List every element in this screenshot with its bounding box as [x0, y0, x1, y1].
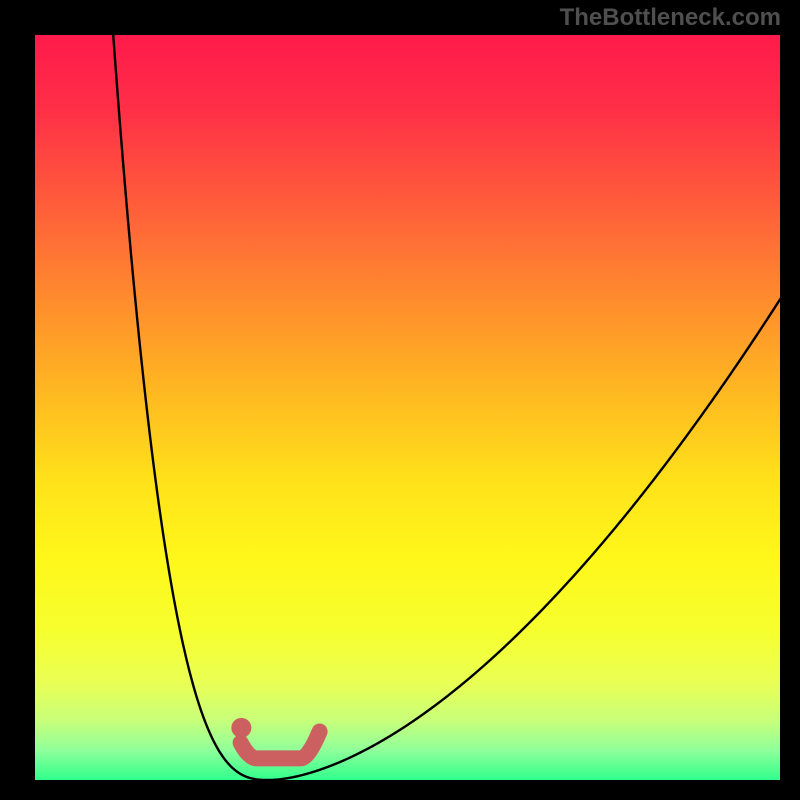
bottleneck-chart [0, 0, 800, 800]
watermark-text: TheBottleneck.com [560, 4, 781, 32]
optimal-zone-dot [231, 718, 251, 738]
